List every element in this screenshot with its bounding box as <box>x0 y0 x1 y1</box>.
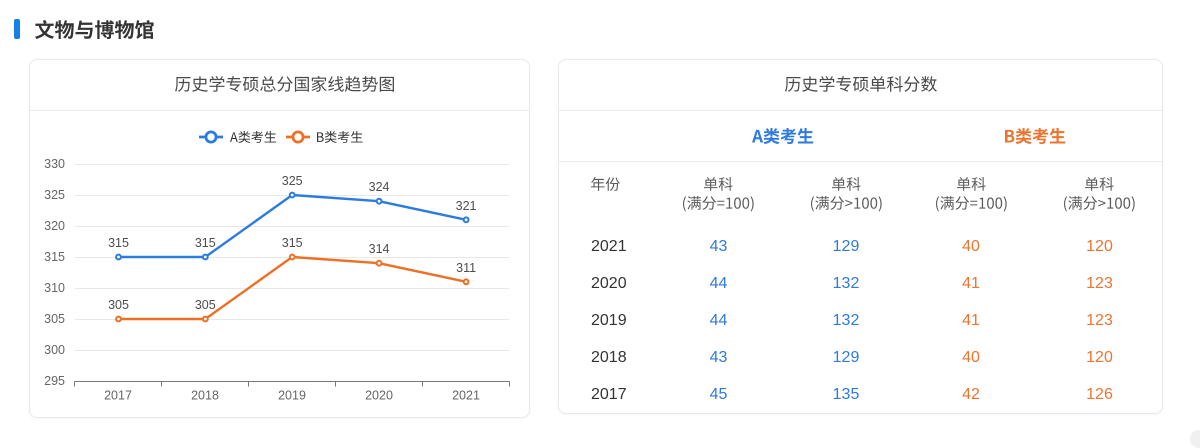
svg-text:2019: 2019 <box>278 389 306 403</box>
svg-text:300: 300 <box>44 343 65 357</box>
svg-text:320: 320 <box>44 219 65 233</box>
svg-text:330: 330 <box>44 157 65 171</box>
svg-text:2017: 2017 <box>104 389 132 403</box>
svg-text:324: 324 <box>369 180 390 194</box>
svg-text:321: 321 <box>456 199 477 213</box>
svg-text:305: 305 <box>108 298 129 312</box>
svg-text:325: 325 <box>44 188 65 202</box>
svg-text:311: 311 <box>456 261 476 275</box>
svg-text:314: 314 <box>369 242 390 256</box>
svg-text:2020: 2020 <box>365 389 393 403</box>
svg-text:305: 305 <box>195 298 216 312</box>
svg-text:315: 315 <box>282 236 303 250</box>
svg-text:2021: 2021 <box>452 389 480 403</box>
svg-text:310: 310 <box>44 281 65 295</box>
svg-text:315: 315 <box>195 236 216 250</box>
svg-text:325: 325 <box>282 174 303 188</box>
svg-text:315: 315 <box>44 250 65 264</box>
svg-text:305: 305 <box>44 312 65 326</box>
svg-text:2018: 2018 <box>191 389 219 403</box>
svg-text:295: 295 <box>44 374 65 388</box>
svg-text:315: 315 <box>108 236 129 250</box>
